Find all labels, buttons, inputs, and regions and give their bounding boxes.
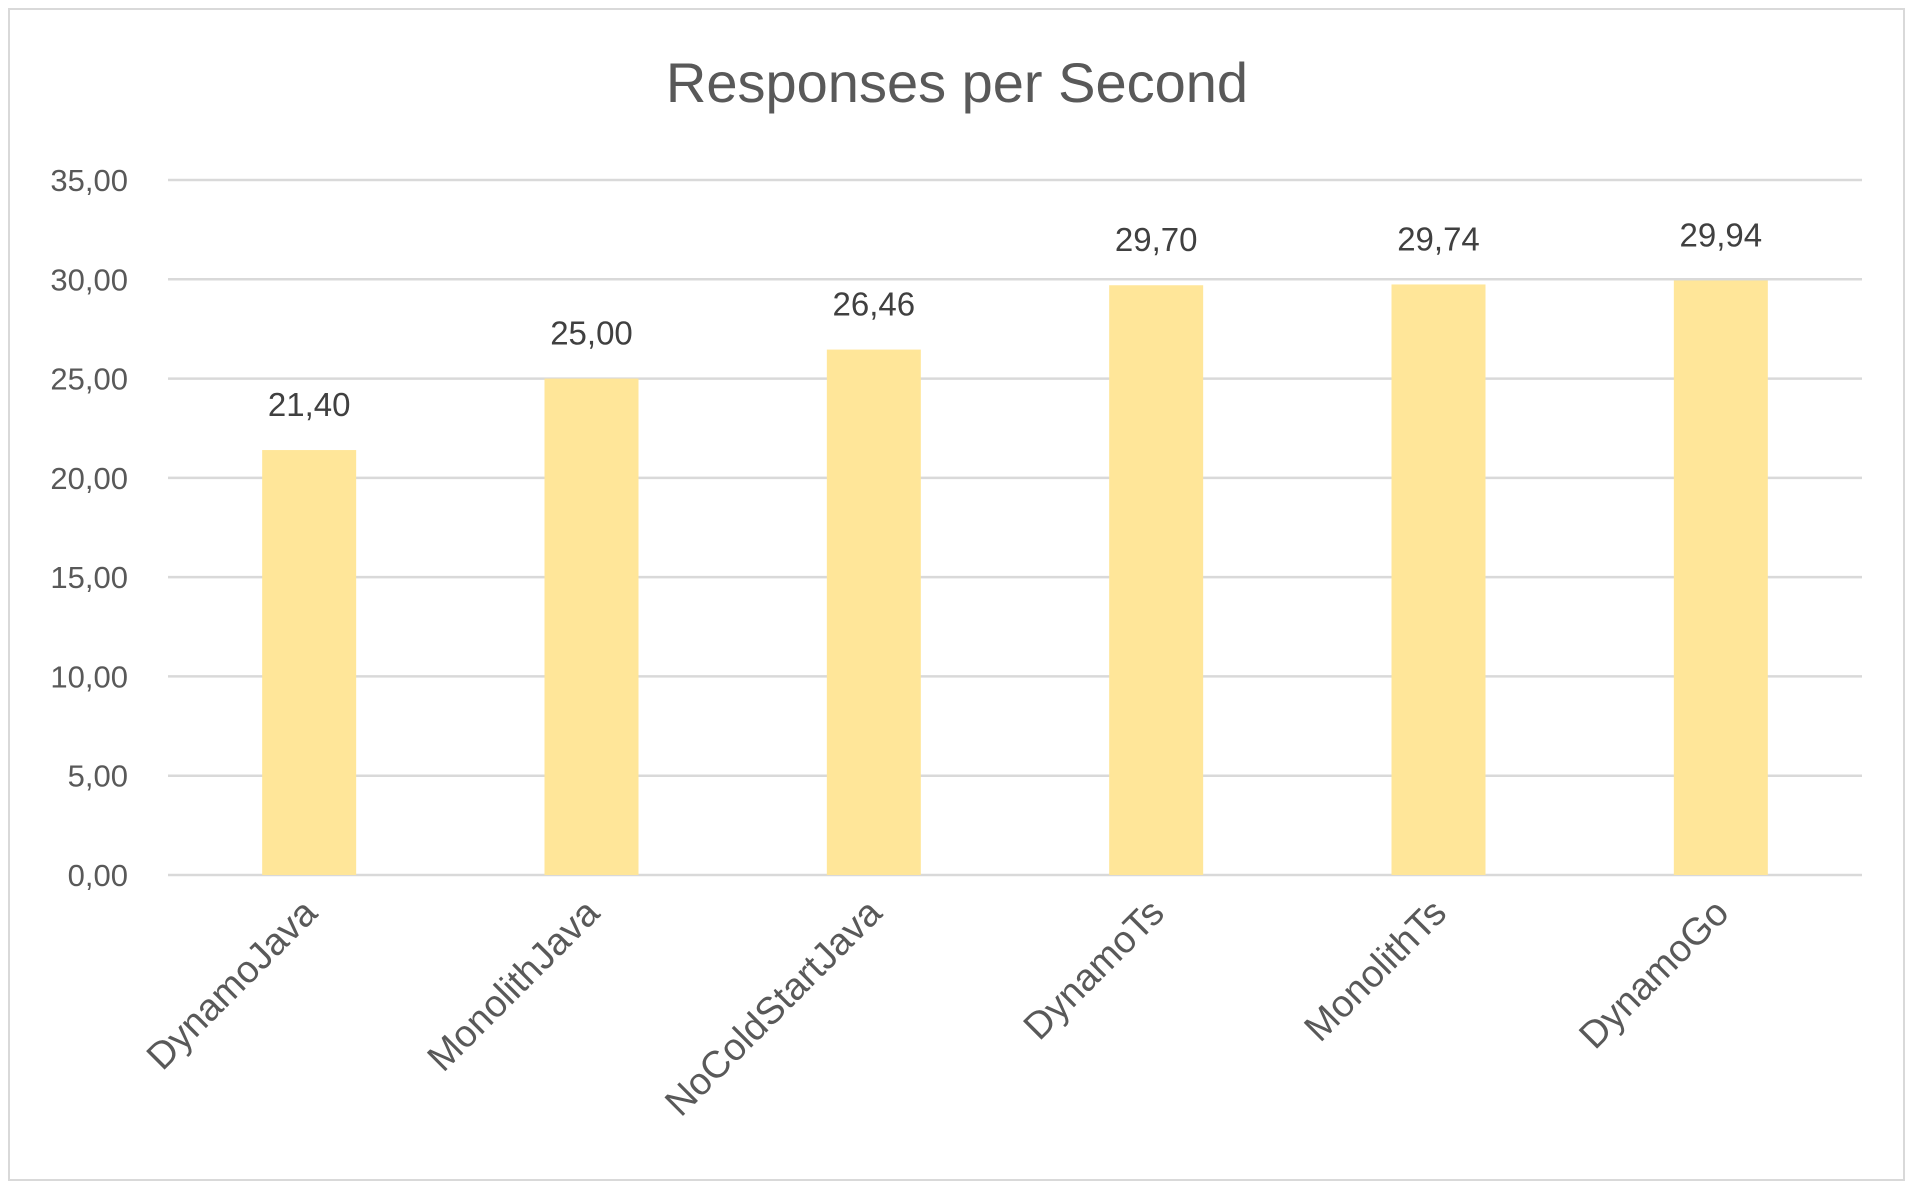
x-category-label: MonolithTs — [1297, 892, 1455, 1050]
data-label: 21,40 — [268, 386, 351, 423]
bar — [262, 450, 357, 875]
gridlines — [168, 178, 1862, 877]
y-tick-label: 15,00 — [50, 560, 128, 595]
data-labels: 21,40 25,00 26,46 29,70 29,74 29,94 — [268, 216, 1762, 423]
y-tick-label: 10,00 — [50, 659, 128, 694]
bar — [1673, 280, 1768, 875]
bar — [826, 349, 921, 876]
bar — [1391, 284, 1486, 875]
bars — [262, 280, 1768, 876]
y-tick-label: 20,00 — [50, 461, 128, 496]
data-label: 25,00 — [550, 315, 633, 352]
y-tick-label: 5,00 — [68, 759, 128, 794]
bar — [544, 378, 639, 875]
chart-title: Responses per Second — [666, 51, 1248, 114]
bar — [1109, 285, 1204, 875]
x-axis-category-labels: DynamoJava MonolithJava NoColdStartJava Dyn… — [139, 891, 1737, 1124]
x-category-label: NoColdStartJava — [657, 891, 890, 1124]
data-label: 29,74 — [1397, 220, 1480, 257]
x-category-label: MonolithJava — [420, 891, 609, 1080]
y-tick-label: 30,00 — [50, 262, 128, 297]
x-category-label: DynamoTs — [1016, 892, 1173, 1049]
y-axis-tick-labels: 0,00 5,00 10,00 15,00 20,00 25,00 30,00 35,00 — [50, 163, 128, 893]
x-category-label: DynamoGo — [1572, 892, 1738, 1058]
data-label: 29,94 — [1680, 216, 1763, 253]
data-label: 26,46 — [833, 286, 916, 323]
y-tick-label: 0,00 — [68, 858, 128, 893]
x-category-label: DynamoJava — [139, 891, 326, 1078]
data-label: 29,70 — [1115, 221, 1198, 258]
y-tick-label: 25,00 — [50, 362, 128, 397]
y-tick-label: 35,00 — [50, 163, 128, 198]
